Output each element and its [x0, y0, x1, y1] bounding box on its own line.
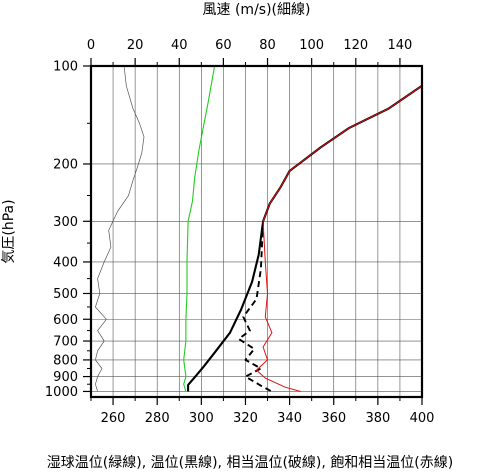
- y-tick-label: 500: [53, 287, 78, 302]
- y-tick-label: 1000: [45, 385, 78, 400]
- top-tick-label: 40: [171, 38, 188, 53]
- y-tick-label: 200: [53, 157, 78, 172]
- x-tick-label: 320: [233, 411, 258, 426]
- y-tick-label: 900: [53, 370, 78, 385]
- top-tick-label: 140: [388, 38, 413, 53]
- top-tick-label: 20: [127, 38, 144, 53]
- x-tick-label: 380: [365, 411, 390, 426]
- x-tick-label: 280: [145, 411, 170, 426]
- top-axis-label: 風速 (m/s)(細線): [203, 2, 311, 18]
- y-tick-label: 700: [53, 335, 78, 350]
- x-tick-label: 340: [277, 411, 302, 426]
- top-tick-label: 120: [343, 38, 368, 53]
- y-axis-label: 気圧(hPa): [1, 199, 17, 263]
- top-tick-label: 80: [259, 38, 276, 53]
- x-tick-label: 400: [410, 411, 435, 426]
- y-tick-label: 400: [53, 255, 78, 270]
- y-tick-label: 300: [53, 215, 78, 230]
- series-wet-bulb-potential-temperature: [183, 65, 216, 392]
- x-tick-label: 300: [189, 411, 214, 426]
- x-axis-label: 湿球温位(緑線), 温位(黒線), 相当温位(破線), 飽和相当温位(赤線): [47, 454, 453, 471]
- x-tick-label: 360: [321, 411, 346, 426]
- y-tick-label: 600: [53, 313, 78, 328]
- top-tick-label: 100: [299, 38, 324, 53]
- plot-frame: [89, 64, 424, 399]
- top-tick-label: 0: [87, 38, 95, 53]
- y-tick-label: 800: [53, 353, 78, 368]
- y-tick-label: 100: [53, 60, 78, 75]
- x-tick-label: 260: [101, 411, 126, 426]
- top-tick-label: 60: [215, 38, 232, 53]
- series-layer: [95, 65, 423, 393]
- series-wind: [95, 65, 145, 392]
- series-saturated-equivalent-potential-temperature: [256, 85, 423, 392]
- series-equivalent-potential-temperature: [237, 221, 273, 393]
